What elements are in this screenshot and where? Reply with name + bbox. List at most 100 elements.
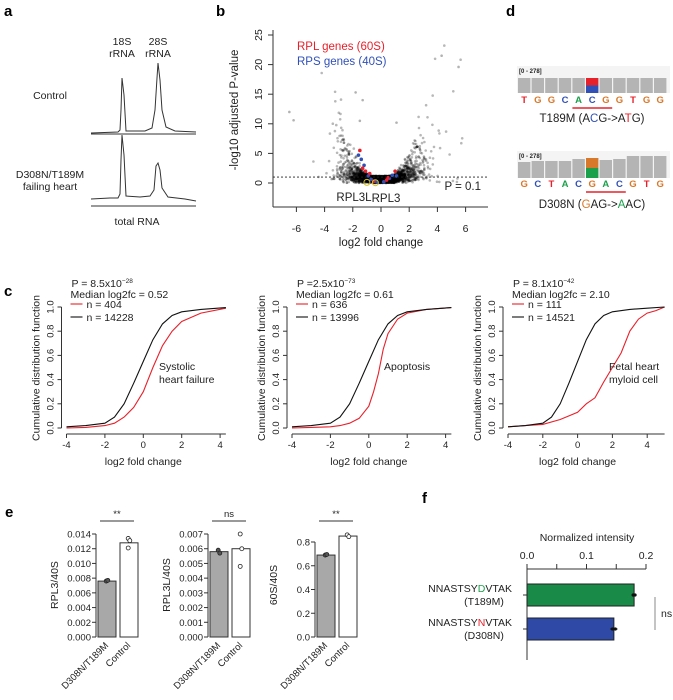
gene-point [367,180,370,184]
gene-point [355,166,358,170]
x-tick-label: -4 [320,223,329,235]
gene-point [414,142,418,146]
gene-point [379,180,383,183]
gene-point [400,172,403,176]
gene-point [360,180,364,183]
gene-point [379,178,382,181]
gene-point [401,169,404,173]
gene-point [338,118,342,121]
gene-point [406,169,409,172]
gene-point [354,91,357,94]
gene-point [409,173,413,177]
x-tick-label: -4 [504,440,512,451]
gene-point [382,175,386,178]
gene-point [416,145,419,149]
gene-point [346,166,350,170]
base-letter: C [534,179,541,190]
x-tick-label: 0 [141,440,146,451]
gene-point [361,171,364,175]
gene-point [380,177,384,180]
y-tick-label: 0.0 [46,421,57,434]
gene-point [404,161,408,164]
gene-point [358,169,362,172]
gene-point [404,174,407,177]
gene-point [403,179,407,183]
gene-point [378,175,382,179]
gene-point [348,170,352,174]
x-axis-label: log2 fold change [330,456,407,468]
gene-point [362,177,366,180]
gene-point [353,156,357,160]
gene-point [354,173,357,177]
base-letter: G [616,95,623,106]
gene-point [359,174,362,178]
x-axis-label: Normalized intensity [540,532,635,544]
gene-point [346,177,350,180]
gene-point [406,165,410,169]
ribosomal-gene-point [359,157,364,162]
gene-point [401,169,405,173]
coverage-bar [613,78,626,93]
gene-point [402,165,406,169]
gene-point [398,174,401,177]
gene-point [375,176,379,180]
gene-point [378,180,381,184]
gene-point [398,173,402,177]
gene-point [360,177,363,181]
gene-point [418,156,422,160]
gene-point [403,181,407,184]
gene-point [400,173,403,176]
gene-point [336,171,339,175]
gene-point [356,171,359,175]
gene-point [390,178,394,182]
gene-point [350,177,353,180]
gene-point [364,172,368,176]
gene-point [357,181,361,184]
gene-point [407,154,411,158]
peptide-intensity-plot: Normalized intensity 0.0 0.1 0.2 NNASTSYDVTA… [428,532,672,660]
coverage-bar [626,156,640,178]
gene-point [419,169,423,173]
gene-point [407,167,411,170]
gene-point [421,160,425,163]
gene-point [343,172,346,176]
gene-point [347,180,351,184]
gene-point [406,163,410,166]
gene-point [350,176,353,179]
gene-point [345,176,349,180]
mutation-title-part: T [625,113,632,125]
gene-point [403,165,406,168]
gene-point [378,181,381,184]
bar-control [338,535,358,638]
gene-point [398,174,402,177]
gene-point [353,172,357,176]
base-letter: C [562,95,569,106]
gene-point [398,178,401,182]
gene-point [388,180,391,183]
gene-point [402,173,405,177]
gene-point [405,178,408,182]
coverage-bar [654,78,667,93]
gene-point [352,161,355,165]
gene-point [354,174,358,177]
gene-point [374,177,378,180]
gene-point [407,179,411,182]
gene-point [378,178,382,182]
gene-point [422,173,425,177]
gene-point [418,169,421,173]
gene-point [378,181,382,184]
gene-point [378,181,382,184]
gene-point [347,168,351,171]
gene-point [397,170,401,174]
gene-point [342,162,346,166]
gene-point [359,169,362,173]
gene-point [381,177,385,181]
gene-point [403,173,406,176]
gene-point [399,174,403,178]
gene-point [376,176,379,180]
gene-point [354,179,357,183]
median-log2fc: Median log2fc = 0.52 [71,289,169,301]
gene-point [379,177,383,180]
gene-point [380,178,383,181]
y-tick-label: 0.002 [179,603,203,614]
